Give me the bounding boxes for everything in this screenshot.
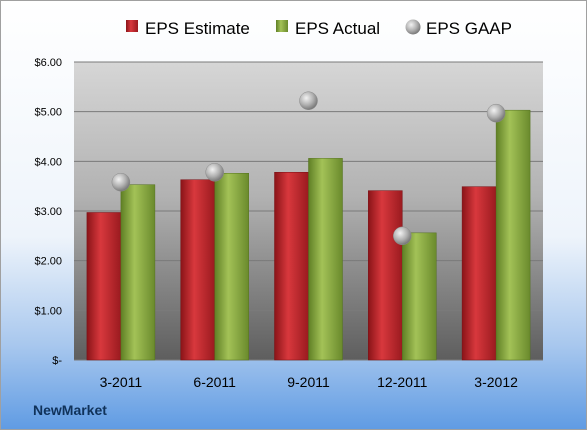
x-tick-label: 9-2011 — [287, 374, 330, 390]
x-axis-ticks: 3-2011 6-2011 9-2011 12-2011 3-2012 — [100, 374, 518, 390]
legend: EPS Estimate EPS Actual EPS GAAP — [126, 19, 512, 38]
point-eps-gaap — [205, 163, 224, 182]
point-eps-gaap — [299, 91, 318, 110]
x-tick-label: 3-2012 — [474, 374, 518, 390]
bar-eps-estimate — [461, 186, 497, 361]
bar-eps-estimate — [86, 212, 122, 361]
bar-eps-actual — [214, 173, 249, 361]
x-tick-label: 12-2011 — [377, 374, 428, 390]
bar-eps-actual — [120, 184, 156, 361]
gaap-points — [111, 91, 506, 246]
x-tick-label: 6-2011 — [193, 374, 236, 390]
legend-item-actual: EPS Actual — [276, 19, 380, 38]
y-axis-ticks: $- $1.00 $2.00 $3.00 $4.00 $5.00 $6.00 — [34, 57, 62, 367]
y-tick-label: $5.00 — [34, 107, 62, 119]
y-tick-label: $6.00 — [34, 57, 62, 69]
x-tick-label: 3-2011 — [100, 374, 143, 390]
y-tick-label: $3.00 — [34, 206, 62, 218]
bar-eps-actual — [308, 158, 343, 361]
point-eps-gaap — [486, 103, 506, 123]
bar-eps-estimate — [368, 190, 403, 361]
legend-label-gaap: EPS GAAP — [426, 19, 512, 38]
legend-item-gaap: EPS GAAP — [405, 19, 512, 38]
bar-eps-estimate — [180, 179, 215, 361]
point-eps-gaap — [393, 226, 412, 246]
company-name: NewMarket — [33, 402, 107, 418]
bar-eps-actual — [495, 109, 531, 361]
bar-eps-estimate — [274, 172, 309, 361]
y-tick-label: $4.00 — [34, 156, 62, 168]
legend-swatch-estimate — [126, 20, 138, 32]
legend-label-estimate: EPS Estimate — [145, 19, 250, 38]
y-tick-label: $2.00 — [34, 256, 62, 268]
legend-label-actual: EPS Actual — [295, 19, 380, 38]
bar-eps-actual — [402, 232, 437, 361]
point-eps-gaap — [111, 172, 131, 192]
legend-swatch-gaap — [405, 19, 421, 35]
legend-swatch-actual — [276, 20, 288, 32]
bars — [86, 109, 531, 361]
y-tick-label: $1.00 — [34, 305, 62, 317]
y-tick-label: $- — [52, 355, 62, 367]
legend-item-estimate: EPS Estimate — [126, 19, 250, 38]
